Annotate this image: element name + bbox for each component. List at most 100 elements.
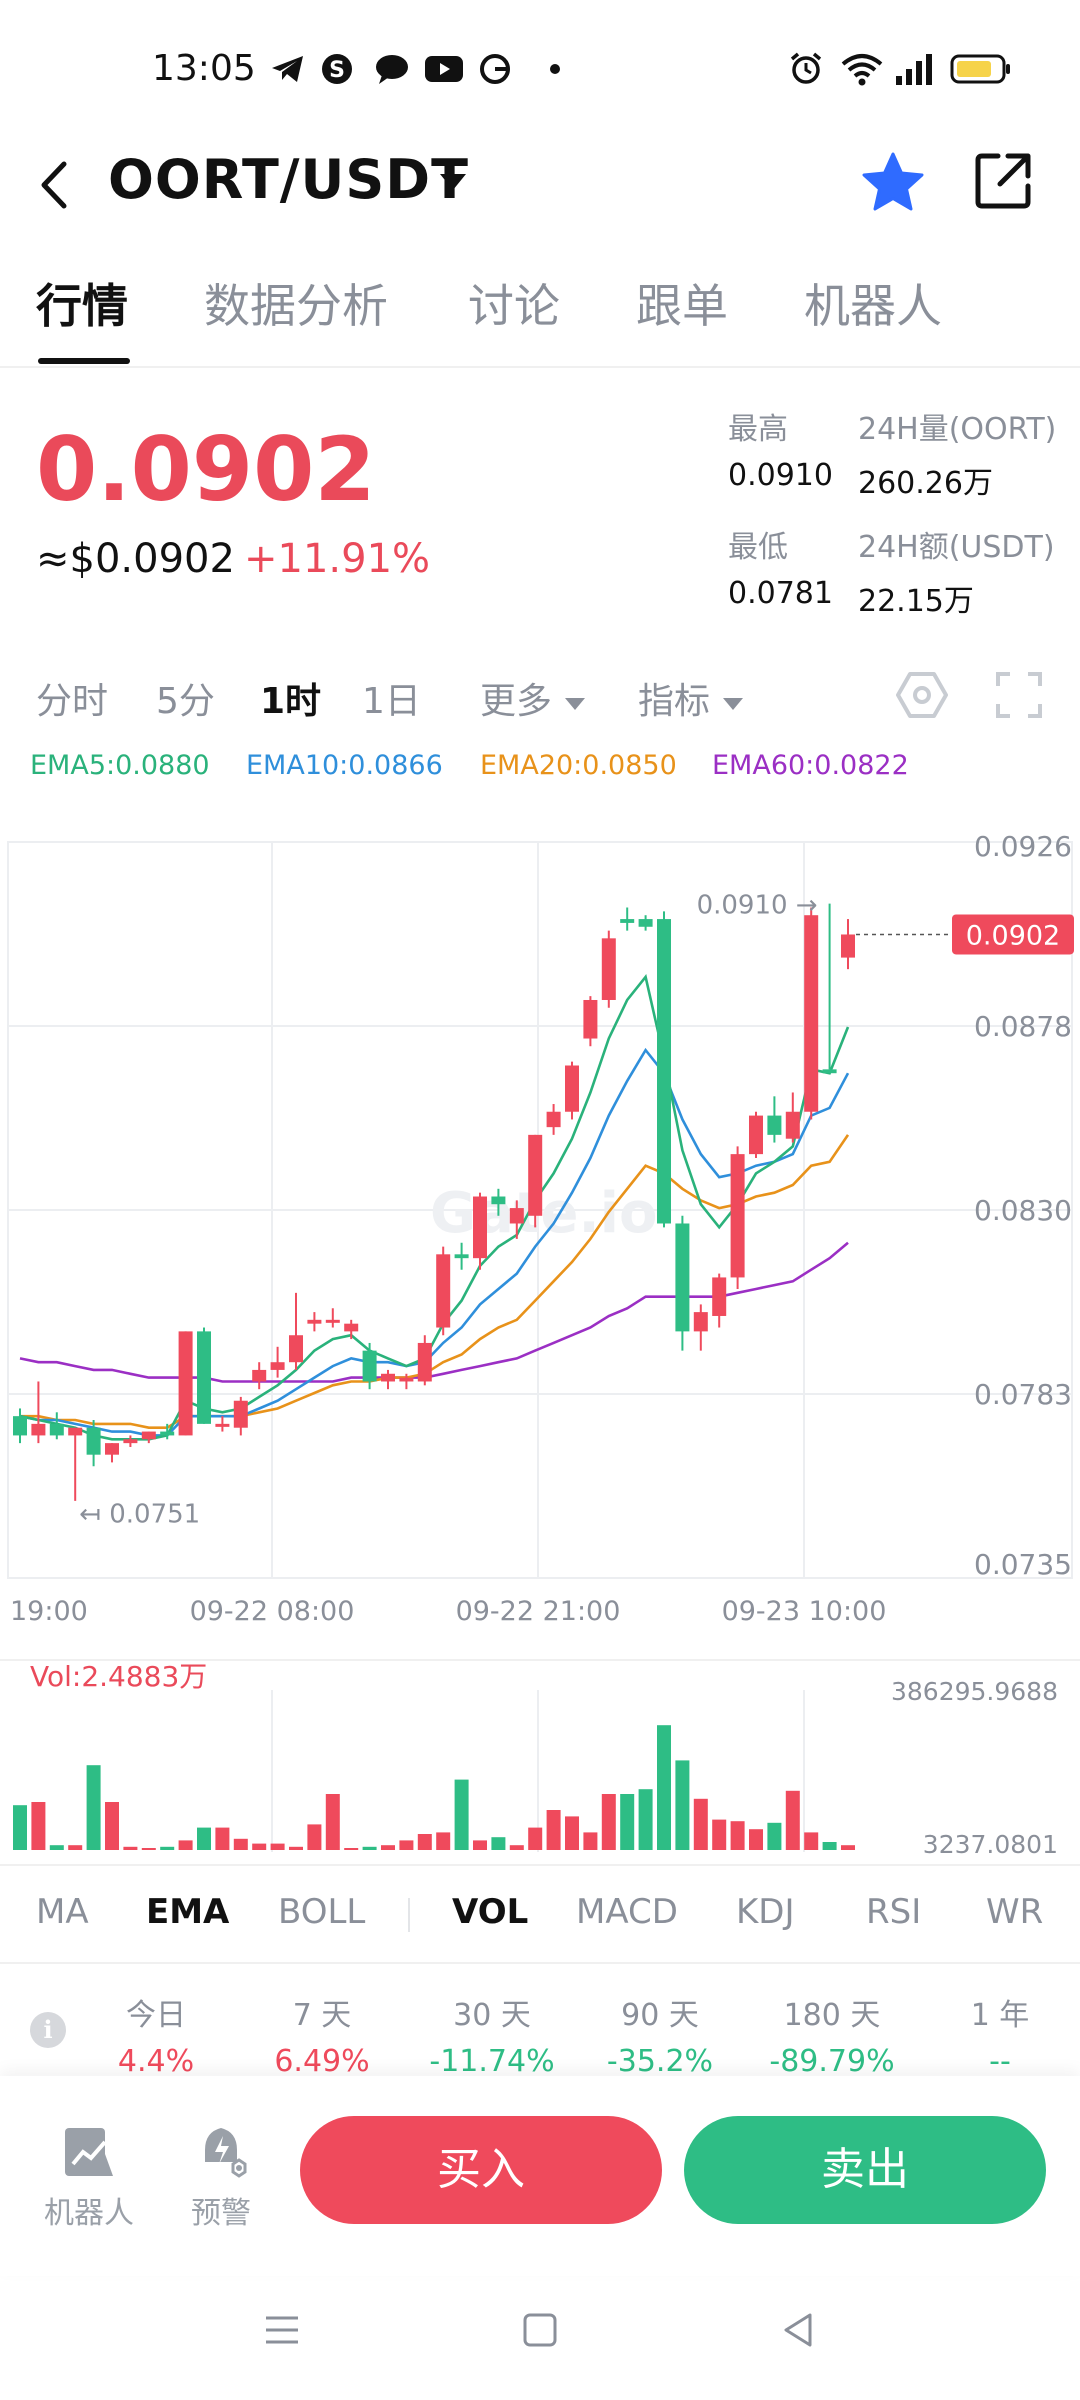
change-percent: +11.91% [244,536,431,582]
battery-icon [950,52,1012,86]
pair-title[interactable]: OORT/USDT [108,148,469,211]
volume-bar [307,1824,322,1850]
perf-value: -- [989,2044,1011,2079]
alert-nav[interactable]: 预警 [166,2124,276,2232]
period-1h[interactable]: 1时 [260,681,322,722]
ema20-legend: EMA20:0.0850 [480,750,677,781]
status-bar: 13:05 S [0,0,1080,140]
candle-body [105,1443,119,1455]
volume-bar [804,1832,819,1850]
grammarly-icon [478,52,512,86]
volume-bar [583,1832,598,1850]
candle-body [620,919,635,923]
ind-kdj[interactable]: KDJ [736,1892,795,1932]
menu-icon[interactable] [262,2310,302,2354]
robot-label: 机器人 [44,2196,134,2231]
robot-nav[interactable]: 机器人 [34,2124,144,2232]
period-timeline[interactable]: 分时 [36,681,109,722]
kline-chart[interactable]: Gate.io 0.0926 0.0878 0.0830 0.0783 0.0735 1… [0,820,1080,1870]
ind-ema[interactable]: EMA [146,1892,230,1932]
indicators-menu[interactable]: 指标 [638,672,745,724]
candle-body [86,1427,101,1455]
tab-discussion[interactable]: 讨论 [468,279,560,333]
volume-bar [68,1845,83,1850]
favorite-star-icon[interactable] [860,150,926,220]
candle-body [730,1154,745,1278]
current-price-tag [952,914,1074,955]
home-icon[interactable] [520,2310,560,2354]
pair-dropdown-icon[interactable] [436,168,470,200]
candle-body [399,1377,414,1382]
signal-icon [894,52,934,86]
volume-bar [749,1829,763,1850]
back-nav-icon[interactable] [778,2310,818,2354]
candle-body [491,1196,506,1205]
period-more[interactable]: 更多 [480,672,587,724]
alert-label: 预警 [191,2196,251,2231]
candle-body [270,1362,285,1370]
tab-data-analysis[interactable]: 数据分析 [204,279,388,333]
ind-rsi[interactable]: RSI [866,1892,922,1932]
volume-bar [233,1838,248,1850]
high-marker: 0.0910 → [697,891,818,921]
telegram-icon [270,52,306,86]
period-1d[interactable]: 1日 [362,681,421,722]
ema5-line [19,973,850,1441]
perf-value: -35.2% [606,2044,714,2079]
volume-bar [344,1848,359,1850]
volume-bar [565,1816,579,1850]
amount-label: 24H额(USDT) [858,530,1055,565]
ind-macd[interactable]: MACD [576,1892,678,1932]
volume-bar [730,1821,745,1850]
youtube-icon [424,52,464,86]
vol-label: 24H量(OORT) [858,412,1057,447]
chevron-down-icon [723,698,744,710]
ema20-line [20,1134,850,1430]
candle-body [601,938,616,1000]
settings-hexagon-icon[interactable] [896,670,948,724]
candle-body [509,1208,524,1224]
candle-body [178,1331,193,1436]
candle-body [160,1431,175,1436]
tab-market[interactable]: 行情 [36,279,128,333]
ind-boll[interactable]: BOLL [278,1892,366,1932]
candle-body [68,1427,83,1436]
candle-body [141,1431,156,1440]
volume-bar [86,1765,101,1850]
ind-vol[interactable]: VOL [452,1892,529,1932]
candle-body [31,1423,46,1436]
period-more-label: 更多 [480,681,553,722]
candle-body [344,1323,359,1332]
info-icon[interactable]: i [30,2012,66,2048]
status-time: 13:05 [152,48,256,89]
chat-bubble-icon [374,52,410,86]
perf-label: 30 天 [453,1998,531,2033]
ind-ma[interactable]: MA [36,1892,89,1932]
candle-body [712,1277,727,1316]
candle-body [417,1342,432,1382]
x-axis-label: 19:00 [10,1596,88,1627]
back-button[interactable] [30,150,80,220]
tab-robot[interactable]: 机器人 [804,279,942,333]
period-5m[interactable]: 5分 [156,681,215,722]
volume-bar [785,1790,800,1850]
main-tabs: 行情 数据分析 讨论 跟单 机器人 [0,270,1080,368]
ema10-line [19,1047,850,1437]
share-icon[interactable] [972,150,1034,216]
wifi-icon [840,52,884,86]
volume-bar [381,1845,395,1850]
ind-wr[interactable]: WR [986,1892,1044,1932]
buy-button[interactable]: 买入 [300,2116,662,2224]
candle-body [49,1423,64,1436]
sell-button[interactable]: 卖出 [684,2116,1046,2224]
alarm-icon [788,52,824,86]
volume-bar [454,1779,469,1850]
x-axis-label: 09-23 10:00 [722,1596,887,1627]
candle-body [197,1331,211,1424]
candle-body [215,1423,230,1427]
candle-body [675,1223,690,1332]
candle-body [233,1400,248,1428]
fullscreen-icon[interactable] [994,670,1044,724]
tab-copy-trade[interactable]: 跟单 [636,279,728,333]
